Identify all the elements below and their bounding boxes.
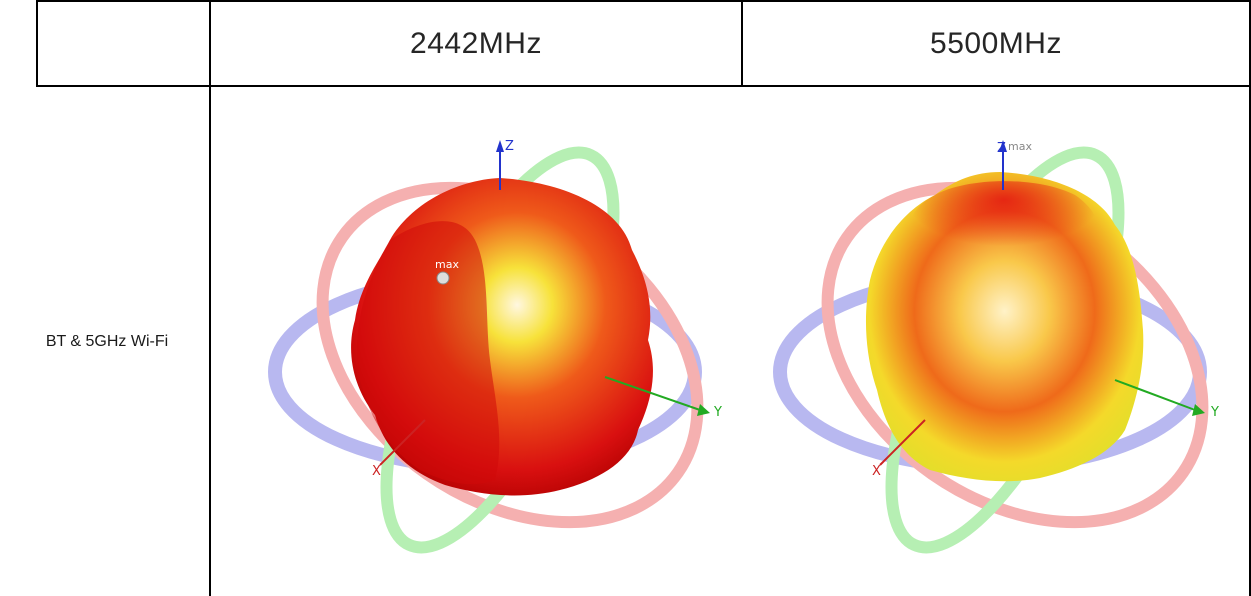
y-axis-label: Y bbox=[1210, 405, 1219, 420]
header-empty-cell bbox=[38, 2, 209, 85]
x-axis-label: X bbox=[872, 464, 881, 479]
table-col-divider-1 bbox=[209, 0, 211, 596]
x-axis-label: X bbox=[372, 464, 381, 479]
pattern-dark-lobe bbox=[357, 221, 500, 485]
pattern-top-lobe bbox=[906, 181, 1102, 275]
radiation-pattern-2442mhz: Z Y X max bbox=[268, 139, 722, 554]
table-border-right bbox=[1249, 0, 1251, 596]
y-axis-arrow bbox=[1192, 404, 1205, 416]
z-axis-arrow bbox=[496, 140, 504, 152]
y-axis-label: Y bbox=[713, 405, 722, 420]
z-axis-arrow bbox=[999, 140, 1007, 152]
table-col-divider-2 bbox=[741, 0, 743, 86]
x-axis bbox=[379, 419, 426, 466]
max-label: max bbox=[1008, 140, 1032, 153]
table-header-divider bbox=[36, 85, 1251, 87]
y-axis bbox=[604, 376, 701, 411]
max-marker bbox=[436, 271, 450, 285]
header-5500mhz: 5500MHz bbox=[930, 26, 1062, 60]
max-label: max bbox=[435, 258, 459, 271]
z-axis-label: Z bbox=[997, 141, 1006, 156]
y-axis bbox=[1114, 379, 1196, 411]
z-axis-label: Z bbox=[505, 139, 514, 154]
radiation-pattern-5500mhz: Z max Y X bbox=[773, 140, 1219, 554]
y-axis-arrow bbox=[697, 404, 710, 416]
x-axis bbox=[879, 419, 926, 466]
header-2442mhz: 2442MHz bbox=[410, 26, 542, 60]
table-border-left bbox=[36, 0, 38, 86]
row-label-bt-wifi: BT & 5GHz Wi-Fi bbox=[45, 333, 169, 350]
table-border-top bbox=[36, 0, 1251, 2]
